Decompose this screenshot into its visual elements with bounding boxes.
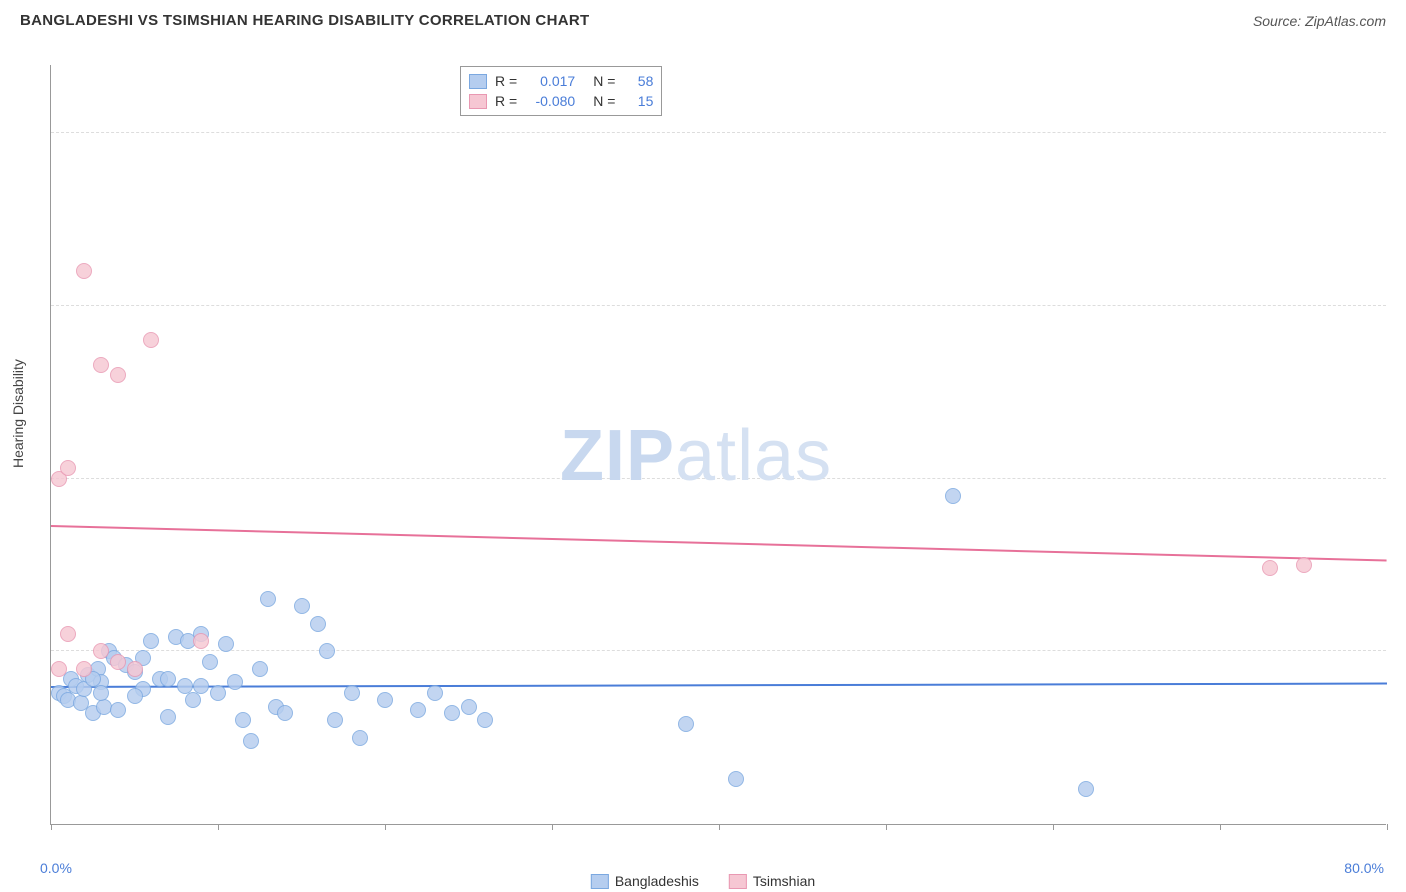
data-point (210, 685, 226, 701)
data-point (243, 733, 259, 749)
data-point (1078, 781, 1094, 797)
data-point (218, 636, 234, 652)
stat-legend-row: R = -0.080 N = 15 (469, 91, 653, 111)
data-point (160, 709, 176, 725)
data-point (76, 263, 92, 279)
gridline: 10.0% (51, 478, 1386, 479)
x-tick (552, 824, 553, 830)
legend-swatch (469, 94, 487, 109)
n-value: 15 (623, 93, 653, 109)
data-point (427, 685, 443, 701)
data-point (93, 643, 109, 659)
x-axis-max-label: 80.0% (1344, 860, 1384, 876)
n-label: N = (593, 73, 615, 89)
x-tick (218, 824, 219, 830)
data-point (143, 633, 159, 649)
data-point (76, 661, 92, 677)
x-tick (385, 824, 386, 830)
x-tick (51, 824, 52, 830)
data-point (160, 671, 176, 687)
series-legend: Bangladeshis Tsimshian (591, 873, 815, 889)
data-point (461, 699, 477, 715)
y-axis-label: Hearing Disability (10, 359, 26, 468)
legend-swatch (469, 74, 487, 89)
data-point (1296, 557, 1312, 573)
chart-plot-area: 5.0% 10.0% 15.0% 20.0% (50, 65, 1386, 825)
legend-item: Tsimshian (729, 873, 815, 889)
data-point (444, 705, 460, 721)
tsimshian-trend (51, 525, 1387, 562)
data-point (93, 685, 109, 701)
n-label: N = (593, 93, 615, 109)
chart-title: BANGLADESHI VS TSIMSHIAN HEARING DISABIL… (20, 12, 589, 29)
data-point (310, 616, 326, 632)
data-point (260, 591, 276, 607)
data-point (252, 661, 268, 677)
legend-swatch (729, 874, 747, 889)
data-point (143, 332, 159, 348)
data-point (377, 692, 393, 708)
data-point (127, 661, 143, 677)
x-tick (719, 824, 720, 830)
data-point (678, 716, 694, 732)
x-tick (1220, 824, 1221, 830)
r-value: 0.017 (525, 73, 575, 89)
data-point (344, 685, 360, 701)
bangladeshi-trend (51, 682, 1387, 687)
y-tick-label: 20.0% (1391, 125, 1406, 141)
data-point (110, 702, 126, 718)
data-point (235, 712, 251, 728)
legend-label: Tsimshian (753, 873, 815, 889)
data-point (277, 705, 293, 721)
data-point (110, 367, 126, 383)
gridline: 15.0% (51, 305, 1386, 306)
data-point (60, 626, 76, 642)
x-tick (886, 824, 887, 830)
data-point (127, 688, 143, 704)
data-point (227, 674, 243, 690)
data-point (93, 357, 109, 373)
gridline: 5.0% (51, 650, 1386, 651)
x-tick (1053, 824, 1054, 830)
data-point (728, 771, 744, 787)
r-label: R = (495, 73, 517, 89)
data-point (319, 643, 335, 659)
data-point (477, 712, 493, 728)
data-point (193, 633, 209, 649)
legend-item: Bangladeshis (591, 873, 699, 889)
data-point (185, 692, 201, 708)
data-point (193, 678, 209, 694)
data-point (327, 712, 343, 728)
data-point (945, 488, 961, 504)
gridline: 20.0% (51, 132, 1386, 133)
stat-legend-row: R = 0.017 N = 58 (469, 71, 653, 91)
data-point (294, 598, 310, 614)
y-tick-label: 10.0% (1391, 471, 1406, 487)
legend-swatch (591, 874, 609, 889)
r-value: -0.080 (525, 93, 575, 109)
data-point (110, 654, 126, 670)
source-attribution: Source: ZipAtlas.com (1253, 13, 1386, 29)
data-point (202, 654, 218, 670)
data-point (352, 730, 368, 746)
y-tick-label: 5.0% (1391, 643, 1406, 659)
data-point (1262, 560, 1278, 576)
data-point (410, 702, 426, 718)
data-point (51, 661, 67, 677)
data-point (60, 460, 76, 476)
x-axis-min-label: 0.0% (40, 860, 72, 876)
x-tick (1387, 824, 1388, 830)
stats-legend: R = 0.017 N = 58 R = -0.080 N = 15 (460, 66, 662, 116)
y-tick-label: 15.0% (1391, 298, 1406, 314)
n-value: 58 (623, 73, 653, 89)
r-label: R = (495, 93, 517, 109)
legend-label: Bangladeshis (615, 873, 699, 889)
